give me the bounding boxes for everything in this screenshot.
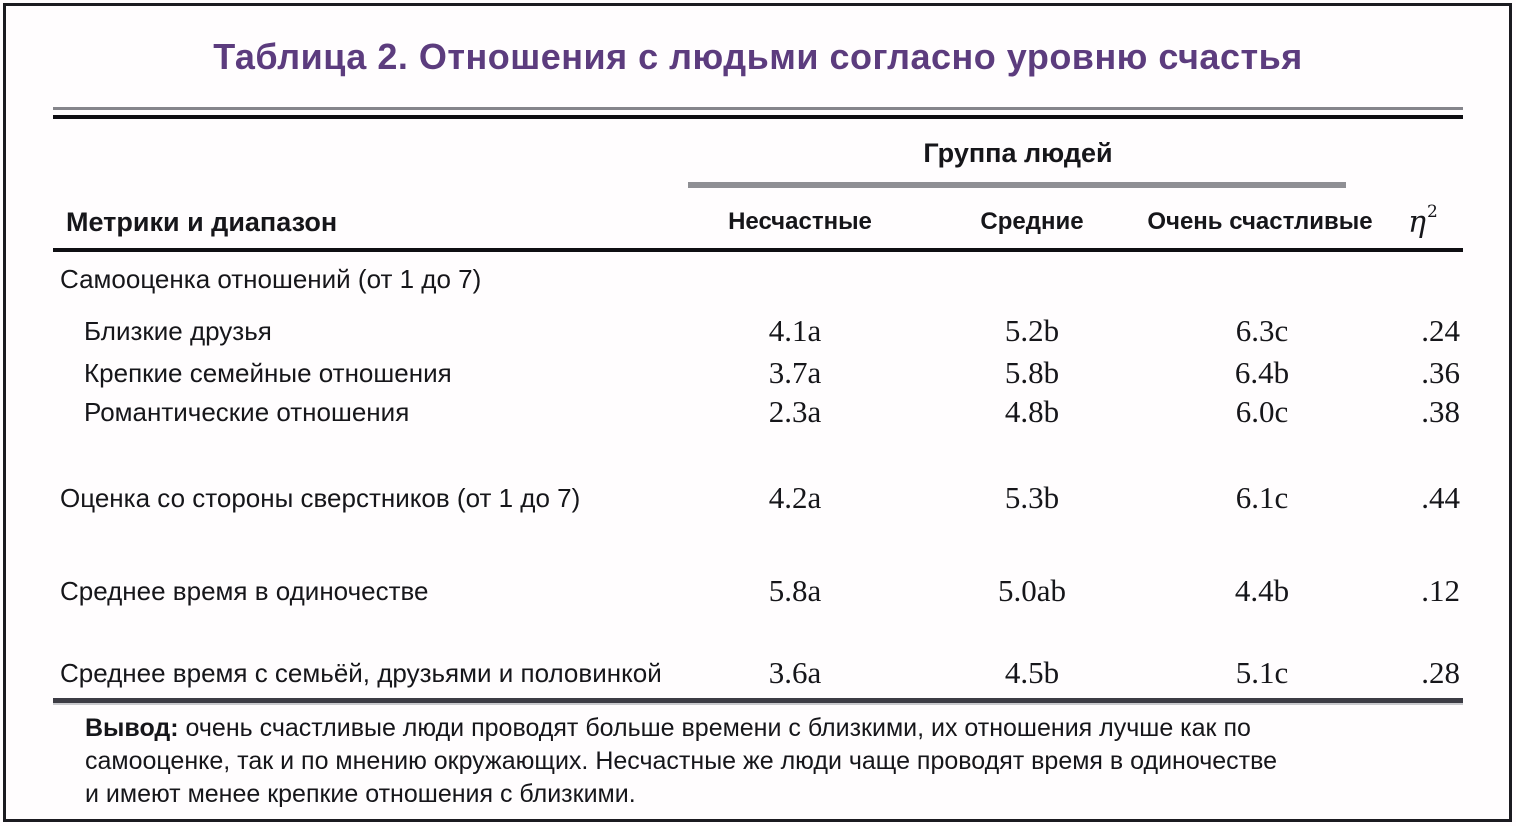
cell-very-happy: 5.1c [1235,655,1289,690]
column-header-unhappy: Несчастные [728,208,872,235]
column-header-eta-squared: η2 [1408,196,1438,243]
note-divider [53,698,1463,705]
cell-very-happy: 6.3c [1235,313,1289,348]
table-title: Таблица 2. Отношения с людьми согласно у… [213,36,1303,77]
row-label: Крепкие семейные отношения [84,358,452,388]
note-line-3: и имеют менее крепкие отношения с близки… [85,780,636,808]
column-header-very-happy: Очень счастливые [1147,208,1373,235]
cell-unhappy: 2.3a [768,394,822,429]
note-label: Вывод: [85,714,179,742]
note-line-1-text: очень счастливые люди проводят больше вр… [185,714,1251,742]
table-row: Крепкие семейные отношения 3.7a 5.8b 6.4… [0,353,1516,393]
table-row: Близкие друзья 4.1a 5.2b 6.3c .24 [0,311,1516,351]
table-row-section: Самооценка отношений (от 1 до 7) [0,259,1516,299]
cell-very-happy: 6.0c [1235,394,1289,429]
cell-average: 5.2b [1004,313,1060,348]
cell-eta-squared: .36 [1421,355,1460,390]
cell-eta-squared: .28 [1421,655,1460,690]
cell-average: 5.0ab [997,573,1066,608]
cell-unhappy: 4.2a [768,480,822,515]
table-row: Оценка со стороны сверстников (от 1 до 7… [0,478,1516,518]
cell-very-happy: 4.4b [1234,573,1290,608]
cell-eta-squared: .44 [1421,480,1460,515]
table-row: Среднее время в одиночестве 5.8a 5.0ab 4… [0,571,1516,611]
cell-eta-squared: .12 [1421,573,1460,608]
note-line-2: самооценке, так и по мнению окружающих. … [85,747,1277,775]
cell-eta-squared: .38 [1421,394,1460,429]
header-row: Метрики и диапазон Несчастные Средние Оч… [0,202,1516,242]
cell-unhappy: 4.1a [768,313,822,348]
cell-average: 4.8b [1004,394,1060,429]
section-label: Самооценка отношений (от 1 до 7) [60,264,482,294]
cell-unhappy: 3.6a [768,655,822,690]
column-header-average: Средние [980,208,1084,235]
conclusion-note: Вывод: очень счастливые люди проводят бо… [85,712,1485,811]
cell-unhappy: 3.7a [768,355,822,390]
row-label: Близкие друзья [84,316,272,346]
table-row: Романтические отношения 2.3a 4.8b 6.0c .… [0,392,1516,432]
cell-average: 4.5b [1004,655,1060,690]
row-label: Оценка со стороны сверстников (от 1 до 7… [60,483,581,513]
row-header-label: Метрики и диапазон [66,207,338,237]
top-rule-gray [53,107,1463,110]
note-line-1: Вывод: очень счастливые люди проводят бо… [85,712,1485,745]
column-group-header: Группа людей [923,138,1113,168]
cell-average: 5.8b [1004,355,1060,390]
cell-average: 5.3b [1004,480,1060,515]
row-label: Среднее время в одиночестве [60,576,429,606]
eta-symbol: η [1408,205,1426,240]
cell-unhappy: 5.8a [768,573,822,608]
header-underline [53,248,1463,252]
cell-eta-squared: .24 [1421,313,1460,348]
cell-very-happy: 6.1c [1235,480,1289,515]
column-group-underline [688,182,1346,188]
eta-superscript: 2 [1426,202,1438,222]
cell-very-happy: 6.4b [1234,355,1290,390]
row-label: Романтические отношения [84,397,410,427]
table-row: Среднее время с семьёй, друзьями и полов… [0,653,1516,693]
top-rule-black [53,115,1463,119]
row-label: Среднее время с семьёй, друзьями и полов… [60,658,662,688]
